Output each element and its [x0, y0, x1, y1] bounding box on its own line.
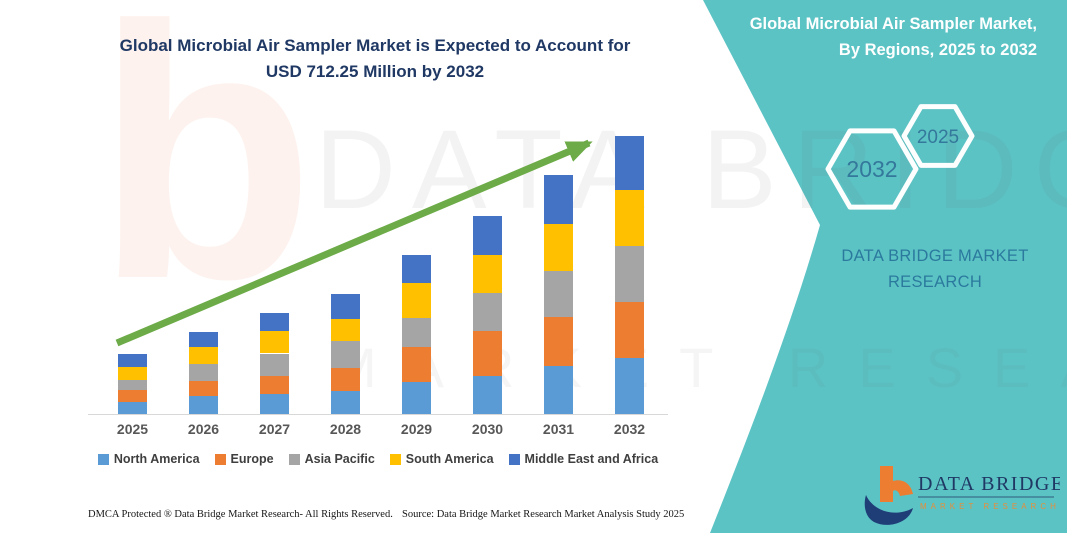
brand-name-line2: RESEARCH	[887, 273, 983, 292]
logo-tagline-text: MARKET RESEARCH	[920, 502, 1060, 511]
chart-legend: North America Europe Asia Pacific South Ame…	[80, 452, 676, 466]
legend-swatch-middle-east-and-africa	[508, 453, 520, 465]
data-bridge-logo: DATA BRIDGE MARKET RESEARCH	[864, 466, 1060, 525]
legend-item-asia-pacific: Asia Pacific	[288, 452, 375, 466]
footer-source-text: Source: Data Bridge Market Research Mark…	[402, 509, 685, 520]
right-panel-title-line2: By Regions, 2025 to 2032	[838, 40, 1037, 59]
logo-name-text: DATA BRIDGE	[918, 473, 1060, 495]
brand-name-line1: DATA BRIDGE MARKET	[841, 247, 1029, 265]
legend-label-asia-pacific: Asia Pacific	[304, 452, 375, 466]
right-panel-title: Global Microbial Air Sampler Market, By …	[715, 12, 1037, 63]
legend-label-north-america: North America	[113, 452, 200, 466]
legend-swatch-south-america	[389, 453, 401, 465]
year-badge-hexagons: 2032 2025	[825, 104, 975, 210]
legend-item-middle-east-and-africa: Middle East and Africa	[508, 452, 659, 466]
brand-name-text: DATA BRIDGE MARKET RESEARCH	[785, 243, 1067, 296]
hexagon-year-2032: 2032	[846, 156, 897, 182]
legend-swatch-europe	[214, 453, 226, 465]
right-panel-title-line1: Global Microbial Air Sampler Market,	[749, 15, 1037, 33]
chart-title-line1: Global Microbial Air Sampler Market is E…	[119, 36, 631, 55]
legend-label-europe: Europe	[230, 452, 274, 466]
legend-label-south-america: South America	[405, 452, 494, 466]
data-bridge-b-icon	[864, 466, 913, 525]
legend-swatch-asia-pacific	[288, 453, 300, 465]
hexagon-year-2025: 2025	[917, 127, 959, 148]
hexagon-badge-2032: 2032	[825, 128, 919, 210]
legend-swatch-north-america	[97, 453, 109, 465]
legend-item-south-america: South America	[389, 452, 494, 466]
hexagon-badge-2025: 2025	[901, 104, 975, 168]
footer-dmca-text: DMCA Protected ® Data Bridge Market Rese…	[88, 509, 393, 520]
legend-item-europe: Europe	[214, 452, 274, 466]
x-axis-line	[88, 414, 668, 415]
chart-title: Global Microbial Air Sampler Market is E…	[85, 33, 665, 84]
chart-title-line2: USD 712.25 Million by 2032	[265, 61, 485, 81]
legend-label-middle-east-and-africa: Middle East and Africa	[524, 452, 659, 466]
legend-item-north-america: North America	[97, 452, 200, 466]
